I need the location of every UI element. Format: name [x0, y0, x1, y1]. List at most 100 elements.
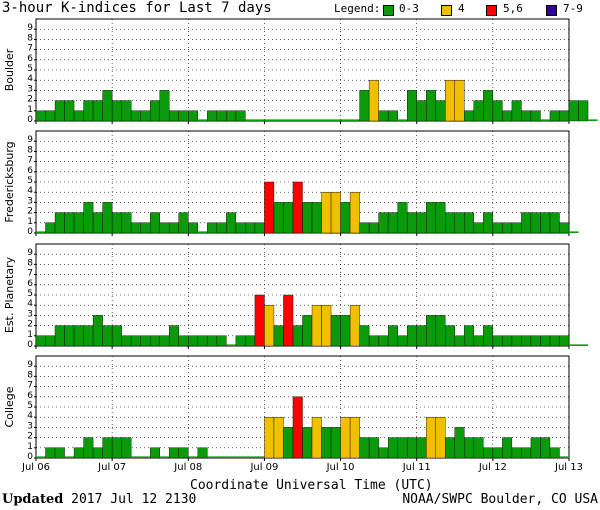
k-index-bar	[445, 325, 455, 347]
k-index-bar	[368, 222, 379, 234]
panel-label: Est. Planetary	[3, 256, 16, 333]
k-index-bar	[549, 212, 560, 234]
k-index-bar	[159, 335, 170, 347]
k-index-bar	[264, 305, 275, 347]
chart-title: 3-hour K-indices for Last 7 days	[2, 0, 272, 16]
k-index-bar	[359, 325, 370, 347]
k-index-bar	[54, 325, 65, 347]
k-index-bar	[464, 212, 475, 234]
k-index-bar	[54, 212, 65, 234]
y-tick-label: 9	[27, 248, 33, 258]
k-index-bar	[387, 437, 398, 459]
y-tick-label: 2	[27, 432, 33, 442]
panel-label: College	[3, 386, 16, 427]
k-index-bar	[340, 202, 351, 234]
k-index-bar	[530, 335, 541, 347]
y-tick-label: 9	[27, 23, 33, 33]
k-index-bar	[349, 417, 360, 459]
k-index-bar	[197, 447, 208, 459]
k-index-bar	[397, 335, 408, 347]
y-tick-label: 8	[27, 258, 33, 268]
legend-swatch-7-9	[546, 5, 557, 16]
k-index-bar	[559, 110, 570, 122]
k-index-bar	[368, 79, 379, 122]
k-index-bar	[473, 437, 484, 459]
k-index-bar	[435, 100, 446, 122]
x-axis-label: Coordinate Universal Time (UTC)	[190, 478, 433, 493]
k-index-bar	[521, 110, 532, 122]
y-tick-label: 7	[27, 44, 33, 54]
k-index-bar	[45, 335, 56, 347]
legend-swatch-0-3	[383, 5, 394, 16]
k-index-bar	[454, 427, 465, 459]
y-tick-label: 2	[27, 207, 33, 217]
k-index-bar	[150, 335, 160, 347]
k-index-bar	[368, 437, 379, 459]
k-index-bar	[169, 110, 179, 122]
k-index-bar	[188, 110, 199, 122]
x-tick-label: Jul 11	[402, 462, 431, 473]
k-index-bar	[426, 202, 436, 234]
y-tick-label: 5	[27, 64, 33, 74]
k-index-bar	[83, 437, 94, 459]
k-index-bar	[226, 110, 237, 122]
k-index-bar	[406, 325, 417, 347]
k-index-bar	[321, 427, 332, 459]
k-index-bar	[102, 202, 113, 234]
x-tick-label: Jul 13	[554, 462, 583, 473]
x-tick-label: Jul 10	[326, 462, 355, 473]
k-index-bar	[330, 191, 341, 234]
legend-text-0-3: 0-3	[399, 2, 419, 15]
k-index-bar	[378, 212, 389, 234]
k-index-bar	[245, 335, 256, 347]
y-tick-label: 6	[27, 54, 33, 64]
y-tick-label: 9	[27, 135, 33, 145]
k-index-bar	[235, 222, 246, 234]
k-index-bar	[549, 447, 560, 459]
panel-label: Fredericksburg	[3, 141, 16, 222]
k-index-bar	[235, 335, 246, 347]
y-tick-label: 1	[27, 442, 33, 452]
k-index-bar	[64, 212, 75, 234]
k-index-bar	[150, 447, 160, 459]
k-index-bar	[92, 447, 103, 459]
k-index-bar	[330, 427, 341, 459]
y-tick-label: 1	[27, 217, 33, 227]
k-index-bar	[321, 305, 332, 347]
k-index-bar	[92, 212, 103, 234]
k-index-bar	[83, 325, 94, 347]
k-index-bar	[54, 100, 65, 122]
k-index-bar	[502, 437, 513, 459]
k-index-bar	[178, 447, 189, 459]
k-index-bar	[340, 417, 351, 459]
k-index-bar	[273, 417, 284, 459]
y-tick-label: 8	[27, 33, 33, 43]
x-tick-label: Jul 06	[21, 462, 50, 473]
k-index-bar	[454, 212, 465, 234]
k-index-bar	[264, 417, 275, 459]
k-index-bar	[169, 447, 179, 459]
k-index-bar	[454, 79, 465, 122]
k-index-bar	[416, 100, 427, 122]
k-index-bar	[83, 202, 94, 234]
k-index-bar	[254, 222, 265, 234]
updated-label: Updated	[2, 492, 64, 507]
k-index-bar	[359, 222, 370, 234]
k-index-bar	[387, 325, 398, 347]
k-index-bar	[445, 212, 455, 234]
y-tick-label: 3	[27, 309, 33, 319]
k-index-bar	[397, 202, 408, 234]
k-index-bar	[511, 100, 522, 122]
legend-text-7-9: 7-9	[563, 2, 583, 15]
k-index-bar	[473, 100, 484, 122]
k-index-bar	[397, 437, 408, 459]
k-index-bar	[540, 212, 551, 234]
y-tick-label: 0	[27, 227, 33, 237]
k-index-bar	[92, 315, 103, 347]
k-index-bar	[283, 202, 294, 234]
k-index-bar	[45, 222, 56, 234]
k-index-bar	[416, 325, 427, 347]
k-index-bar	[311, 202, 322, 234]
k-index-bar	[111, 100, 122, 122]
k-index-bar	[121, 335, 132, 347]
